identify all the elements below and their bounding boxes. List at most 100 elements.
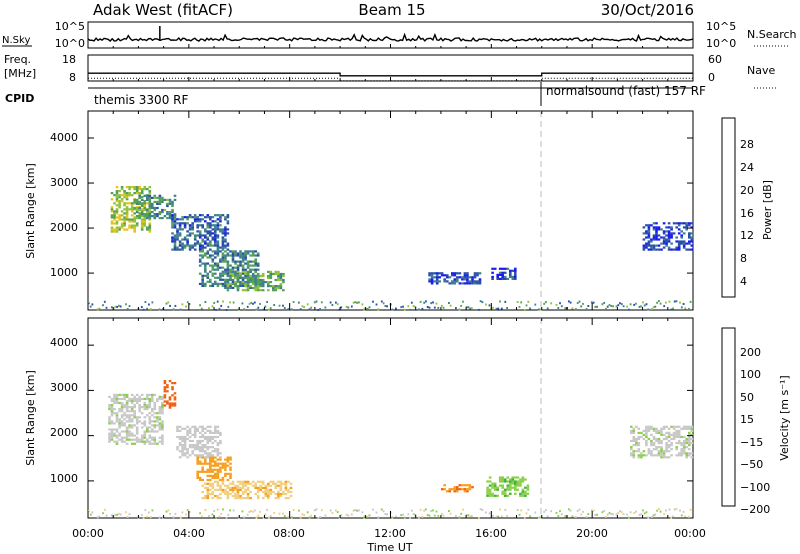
- power-cell: [650, 224, 653, 227]
- power-ground-cell: [114, 305, 117, 308]
- power-cell: [652, 226, 656, 229]
- velocity-cell: [143, 416, 147, 419]
- velocity-ground-cell: [410, 509, 413, 512]
- velocity-cell: [632, 450, 636, 453]
- power-cell: [448, 282, 452, 285]
- velocity-cell: [496, 488, 499, 491]
- power-cell: [216, 250, 220, 253]
- power-cell: [675, 246, 678, 249]
- power-cell: [463, 272, 467, 275]
- velocity-cell: [506, 488, 510, 491]
- velocity-cell: [198, 476, 202, 479]
- velocity-cell: [682, 427, 686, 430]
- velocity-cell: [690, 437, 694, 441]
- power-cell: [221, 274, 225, 277]
- velocity-cell: [501, 476, 504, 479]
- power-cell: [685, 226, 688, 229]
- velocity-cell: [123, 424, 126, 427]
- velocity-cell: [161, 410, 164, 413]
- velocity-cell: [216, 444, 220, 447]
- power-cell: [115, 212, 119, 215]
- power-cell: [110, 208, 114, 211]
- power-cell: [261, 285, 265, 288]
- power-cell: [123, 224, 126, 227]
- velocity-cell: [652, 442, 656, 445]
- power-cell: [269, 274, 273, 278]
- velocity-cell: [148, 393, 152, 396]
- power-cell: [682, 246, 686, 249]
- velocity-ground-cell: [350, 513, 353, 516]
- power-cell: [219, 224, 222, 227]
- velocity-cell: [279, 484, 283, 487]
- power-ground-cell: [151, 301, 154, 304]
- power-cell: [443, 274, 446, 277]
- velocity-cell: [113, 440, 116, 443]
- power-cell: [219, 276, 222, 279]
- power-cell: [655, 232, 658, 235]
- velocity-cell: [267, 482, 270, 485]
- freq-right-tick-bottom: 0: [708, 71, 715, 84]
- velocity-cell: [113, 432, 116, 435]
- velocity-cell: [216, 454, 220, 457]
- velocity-cell: [138, 416, 141, 419]
- velocity-cell: [118, 438, 121, 441]
- velocity-cell: [148, 426, 152, 429]
- velocity-cell: [264, 494, 268, 498]
- velocity-cell: [453, 486, 457, 489]
- power-cell: [514, 277, 517, 280]
- velocity-ground-cell: [538, 516, 540, 519]
- power-ground-cell: [497, 307, 500, 310]
- power-cell: [176, 248, 179, 251]
- velocity-ground-cell: [366, 515, 369, 518]
- velocity-cell: [645, 433, 648, 436]
- power-cell: [188, 246, 192, 249]
- velocity-cell: [181, 437, 184, 441]
- power-cell: [511, 275, 515, 278]
- velocity-cell: [261, 486, 265, 489]
- velocity-cell: [650, 452, 653, 455]
- velocity-cell: [214, 435, 217, 439]
- power-cell: [256, 281, 260, 284]
- power-ground-cell: [320, 301, 323, 304]
- velocity-cell: [143, 424, 147, 427]
- power-ground-cell: [582, 302, 584, 305]
- power-cell: [115, 204, 119, 207]
- power-ground-cell: [140, 306, 143, 309]
- power-cell: [211, 264, 215, 267]
- velocity-cell: [463, 490, 467, 493]
- power-cell: [209, 224, 212, 227]
- velocity-cell: [640, 431, 643, 434]
- power-cell: [221, 266, 225, 269]
- velocity-cell: [251, 480, 255, 483]
- velocity-cell: [514, 482, 517, 485]
- power-cell: [236, 270, 240, 273]
- velocity-ground-cell: [488, 512, 491, 515]
- power-cell: [430, 272, 434, 275]
- power-cell: [466, 282, 469, 285]
- power-ground-cell: [485, 303, 487, 306]
- velocity-cell: [183, 437, 187, 441]
- power-cell: [125, 208, 129, 211]
- velocity-cell: [140, 422, 144, 425]
- power-cell: [234, 262, 237, 265]
- power-cell: [682, 222, 686, 225]
- power-ground-cell: [248, 302, 251, 305]
- velocity-cell: [456, 490, 459, 493]
- power-cell: [196, 240, 199, 243]
- velocity-cell: [130, 424, 134, 427]
- velocity-cell: [110, 410, 114, 413]
- power-cell: [456, 276, 459, 279]
- power-ground-cell: [652, 306, 655, 309]
- velocity-ground-cell: [668, 508, 671, 511]
- velocity-cell: [521, 488, 525, 491]
- velocity-cell: [630, 452, 633, 455]
- velocity-cell: [125, 401, 129, 405]
- power-cell: [221, 278, 225, 281]
- power-cell: [128, 226, 131, 229]
- power-cell: [171, 236, 174, 239]
- power-cell: [183, 222, 187, 225]
- power-cell: [125, 218, 129, 221]
- velocity-cell: [241, 497, 245, 500]
- velocity-cell: [642, 433, 646, 436]
- velocity-cell: [640, 435, 643, 439]
